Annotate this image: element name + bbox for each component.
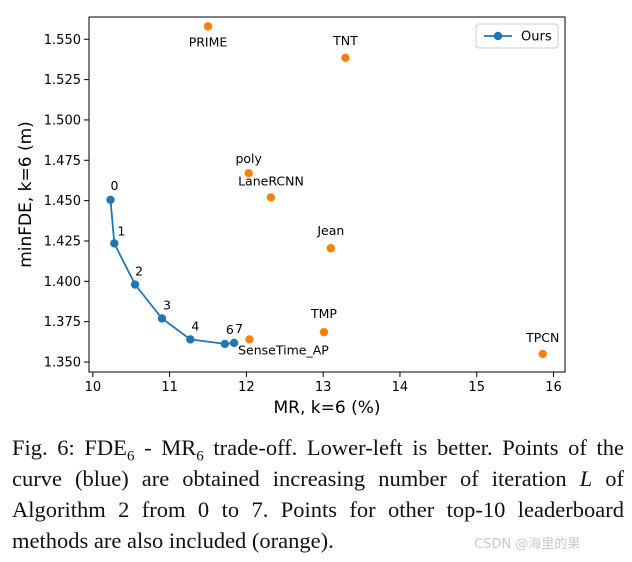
ours-point-label: 4 [191, 318, 199, 333]
y-tick-label: 1.350 [44, 355, 81, 370]
ours-point [220, 339, 230, 349]
ours-point [110, 239, 119, 248]
method-point-label: TPCN [525, 330, 559, 345]
caption-variable-l: L [579, 466, 593, 491]
y-tick-label: 1.425 [44, 234, 81, 249]
tradeoff-chart: 10 11 12 13 14 15 161.3501.3751.4001.4251.4501… [16, 16, 566, 418]
method-point-label: SenseTime_AP [238, 342, 329, 357]
y-tick-label: 1.500 [44, 113, 81, 128]
caption-subscript-mr: 6 [196, 448, 204, 465]
ours-point [229, 338, 239, 348]
method-point-label: LaneRCNN [238, 173, 304, 188]
method-point-label: TMP [310, 306, 337, 321]
watermark: CSDN @海里的果 [474, 537, 581, 552]
y-tick-label: 1.525 [44, 73, 81, 88]
x-tick-label: 14 [392, 380, 409, 395]
ours-point-label: 6 [226, 322, 234, 337]
caption-text-1: trade-off. Lower-left is better. Points … [12, 435, 624, 491]
ours-line [109, 199, 235, 345]
ours-point [130, 280, 140, 289]
y-tick-label: 1.400 [44, 275, 81, 290]
legend-label: Ours [521, 30, 552, 45]
ours-point-label: 7 [235, 321, 243, 336]
caption-mr: - MR [134, 435, 197, 460]
method-point [203, 22, 213, 31]
ours-point [186, 335, 195, 344]
ours-point [106, 195, 115, 205]
caption-text-2: of Algorithm 2 from 0 to 7. Points for o… [12, 466, 624, 553]
x-tick-label: 11 [161, 380, 178, 395]
ours-point-label: 3 [163, 297, 171, 312]
figure-caption: Fig. 6: FDE6 - MR6 trade-off. Lower-left… [12, 432, 624, 556]
y-tick-label: 1.450 [44, 194, 81, 209]
method-point [245, 335, 254, 344]
x-tick-label: 13 [315, 380, 332, 395]
ours-point-label: 0 [111, 178, 119, 193]
x-tick-label: 16 [545, 380, 562, 395]
method-point [341, 53, 350, 63]
ours-point-label: 2 [135, 264, 143, 279]
y-tick-label: 1.375 [44, 315, 81, 330]
method-point-label: TNT [332, 33, 358, 48]
x-tick-label: 10 [85, 380, 102, 395]
method-point-label: PRIME [189, 34, 228, 49]
method-point [326, 244, 336, 253]
plot-frame [88, 16, 566, 373]
ours-point [157, 314, 167, 323]
method-point [244, 169, 253, 178]
ours-point-label: 1 [117, 223, 125, 238]
x-tick-label: 15 [468, 380, 485, 395]
y-tick-label: 1.550 [44, 33, 81, 48]
method-point [319, 327, 329, 337]
x-axis-label: MR, k=6 (%) [273, 398, 380, 418]
method-point [538, 349, 547, 359]
legend: Ours [475, 23, 559, 49]
caption-subscript-fde: 6 [126, 448, 135, 465]
y-axis-label: minFDE, k=6 (m) [16, 121, 36, 268]
legend-box [475, 23, 559, 49]
method-point [266, 193, 276, 202]
x-tick-label: 12 [238, 380, 255, 395]
caption-fig-label: Fig. 6: FDE [12, 435, 127, 460]
y-tick-label: 1.475 [44, 154, 81, 169]
legend-marker [493, 31, 503, 41]
method-point-label: Jean [316, 223, 344, 238]
method-point-label: poly [235, 151, 262, 166]
